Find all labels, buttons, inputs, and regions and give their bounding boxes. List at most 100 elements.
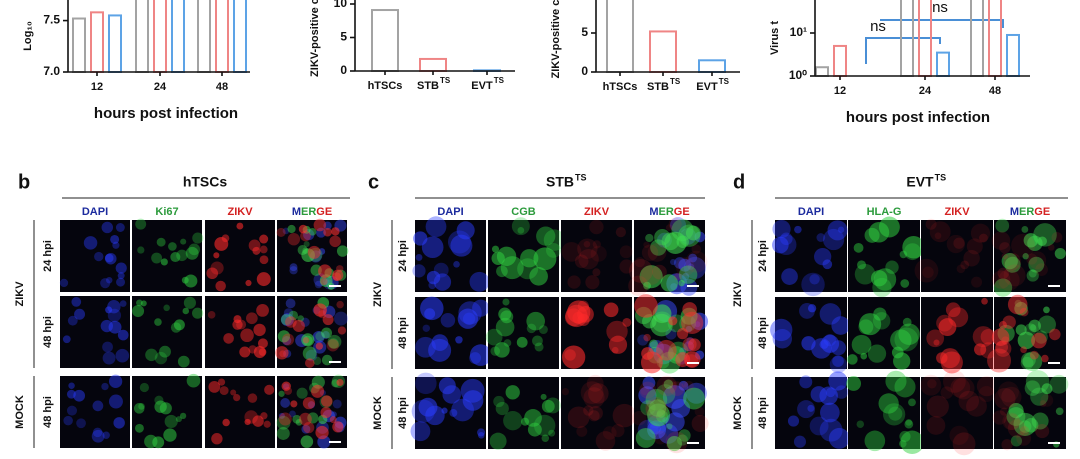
y-axis-label: ZIKV-positive ce	[550, 0, 562, 78]
cell	[847, 354, 858, 365]
cell	[851, 334, 872, 355]
bar	[171, 0, 185, 73]
cell	[1003, 413, 1021, 431]
cell	[520, 417, 530, 426]
cell	[252, 246, 261, 255]
cell	[787, 415, 800, 427]
cell	[318, 248, 326, 255]
cell	[457, 308, 479, 329]
cell	[281, 381, 291, 391]
cell	[608, 335, 628, 354]
cell	[643, 241, 650, 248]
cell	[1055, 407, 1064, 416]
column-header: CGB	[511, 206, 536, 218]
cell	[966, 395, 987, 417]
micrograph	[132, 373, 202, 449]
bar	[606, 0, 634, 73]
cell	[154, 351, 168, 365]
cell	[282, 227, 290, 235]
cell	[894, 327, 919, 352]
cell	[326, 339, 339, 352]
cell	[683, 380, 694, 391]
cell	[301, 424, 311, 434]
cell	[612, 403, 637, 428]
cell	[68, 382, 75, 389]
cell	[683, 256, 707, 279]
cell	[665, 431, 688, 454]
cell	[101, 382, 109, 391]
annotation: ns	[932, 0, 948, 16]
cell	[245, 279, 252, 287]
cell	[433, 262, 449, 278]
cell	[1043, 306, 1050, 314]
micrograph	[485, 297, 559, 369]
cell	[641, 244, 659, 261]
cell	[694, 321, 701, 328]
cell	[230, 389, 237, 396]
bar	[698, 59, 726, 73]
bar	[197, 0, 211, 73]
cell	[799, 375, 813, 389]
cell	[328, 338, 339, 349]
cell	[322, 314, 334, 326]
cell	[217, 378, 226, 386]
cell	[505, 385, 520, 400]
bar	[936, 51, 950, 78]
cell	[139, 382, 150, 393]
merge-header: MERGE	[292, 206, 332, 218]
cell	[336, 245, 349, 257]
micrograph	[132, 218, 204, 292]
cell	[156, 237, 166, 247]
cell	[860, 352, 868, 360]
cell	[431, 334, 449, 351]
row-label: 48 hpi	[397, 397, 409, 429]
cell	[312, 330, 325, 344]
cell	[102, 341, 113, 353]
cell	[307, 412, 319, 424]
cell	[315, 331, 325, 342]
cell	[667, 346, 686, 364]
cell	[991, 231, 1011, 250]
cell	[332, 421, 344, 433]
micrograph-background	[994, 377, 1066, 449]
cell	[321, 331, 330, 339]
cell	[173, 319, 185, 331]
cell	[168, 242, 177, 251]
cell	[979, 233, 988, 243]
merge-header: MERGE	[649, 206, 689, 218]
cell	[592, 240, 601, 249]
micrograph	[846, 370, 924, 455]
cell	[994, 388, 1016, 410]
cell	[329, 416, 337, 424]
cell	[1019, 307, 1029, 317]
cell	[62, 335, 71, 344]
cell	[1003, 252, 1021, 271]
cell	[289, 263, 298, 272]
cell	[248, 345, 257, 354]
cell	[936, 314, 953, 332]
cell	[940, 348, 960, 369]
cell	[140, 300, 147, 307]
cell	[117, 329, 129, 341]
cell	[1024, 380, 1041, 396]
cell	[108, 374, 123, 388]
cell	[533, 247, 557, 271]
cell	[999, 242, 1011, 254]
cell	[113, 417, 125, 429]
cell	[207, 311, 216, 319]
cell	[256, 304, 269, 317]
cell	[1020, 346, 1027, 354]
cell	[318, 264, 332, 279]
x-axis-label: hours post infection	[846, 109, 990, 126]
cell	[538, 325, 548, 335]
bar	[833, 44, 847, 77]
ns-brackets	[865, 19, 1004, 64]
x-tick-label: 12	[91, 81, 103, 93]
cell	[952, 432, 976, 456]
cell	[132, 305, 145, 318]
cell	[572, 311, 585, 324]
cell	[688, 338, 701, 352]
cell	[290, 400, 298, 408]
micrograph	[415, 296, 492, 369]
cell	[999, 407, 1009, 416]
